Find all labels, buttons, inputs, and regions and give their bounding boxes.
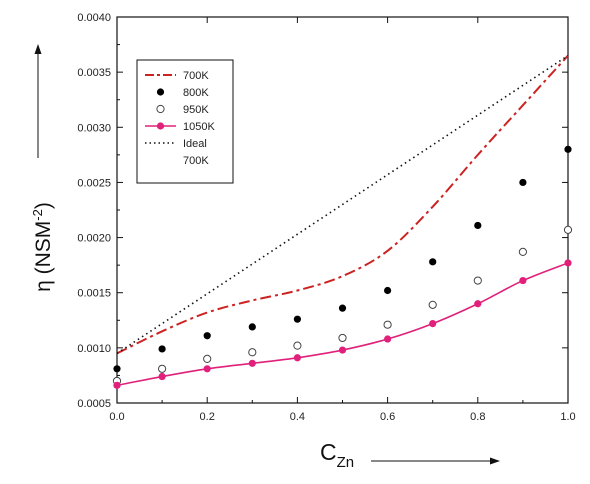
y-tick-label: 0.0030 (77, 122, 111, 134)
plot-group: 0.0 0.2 0.4 0.6 0.8 1.0 0.0005 0.0010 0.0015 0.00… (77, 12, 575, 423)
series-point-950k (428, 300, 437, 309)
series-point-1050k (384, 335, 392, 343)
series-point-950k (383, 320, 392, 329)
series-point-1050k (338, 346, 347, 354)
series-point-950k (338, 333, 347, 343)
x-tick-label: 0.4 (290, 411, 305, 423)
y-tick-label: 0.0040 (77, 12, 111, 24)
x-axis-title-sub: Zn (337, 454, 355, 471)
x-tick-label: 0.6 (380, 411, 395, 423)
series-point-950k (518, 247, 528, 257)
series-line-700k (116, 54, 569, 355)
y-tick-label: 0.0015 (77, 288, 111, 300)
series-point-1050k (248, 359, 256, 367)
y-tick-label: 0.0010 (77, 343, 111, 355)
series-point-1050k (203, 365, 211, 373)
series-line-1050k (116, 262, 569, 387)
series-point-800k (338, 304, 347, 312)
y-tick-label: 0.0035 (77, 67, 111, 79)
y-tick-label: 0.0005 (77, 398, 111, 410)
y-axis-title: η (NSM-2) (30, 202, 55, 292)
series-point-800k (248, 323, 256, 331)
series-line-ideal (116, 54, 569, 355)
series-point-800k (474, 221, 482, 230)
series-point-800k (564, 145, 572, 153)
legend-label-1050k: 1050K (183, 121, 215, 133)
series-point-1050k (429, 319, 437, 328)
y-axis-title-close: ) (32, 202, 55, 209)
series-point-1050k (564, 259, 572, 267)
series-point-1050k (158, 372, 166, 381)
x-tick-label: 1.0 (560, 411, 575, 423)
series-point-800k (519, 178, 527, 187)
series-point-800k (203, 332, 211, 340)
series-point-950k (473, 276, 482, 285)
series-point-800k (113, 365, 121, 373)
x-axis-title: CZn (320, 439, 354, 471)
series-point-800k (293, 315, 301, 323)
series-point-1050k (474, 300, 482, 308)
series-point-950k (563, 225, 573, 234)
legend-label-950k: 950K (183, 104, 209, 116)
legend-label-ideal: 700K (183, 155, 209, 167)
series-point-800k (158, 345, 166, 353)
series-point-950k (158, 364, 167, 373)
legend-label-700k: 700K (183, 70, 209, 82)
legend-label-800k: 800K (183, 87, 209, 99)
legend-marker-1050k (156, 122, 165, 130)
y-tick-label: 0.0025 (77, 177, 111, 189)
y-axis-arrow-head (34, 44, 42, 54)
series-point-1050k (113, 381, 121, 389)
x-tick-label: 0.8 (470, 411, 485, 423)
series-point-950k (293, 341, 302, 350)
y-tick-label: 0.0020 (77, 233, 111, 245)
y-axis-title-main: η (NSM (32, 221, 55, 292)
series-point-950k (248, 348, 257, 357)
series-point-1050k (293, 354, 301, 362)
x-axis-title-main: C (320, 439, 337, 465)
legend-label-ideal: Ideal (183, 138, 207, 150)
x-tick-label: 0.2 (200, 411, 215, 423)
y-axis-title-sup: -2 (30, 209, 45, 221)
x-tick-label: 0.0 (109, 411, 124, 423)
x-axis-arrow-head (490, 457, 500, 465)
series-point-800k (429, 258, 437, 266)
legend-marker-800k (156, 88, 165, 96)
legend-marker-950k (156, 104, 165, 114)
series-point-1050k (519, 276, 527, 285)
series-point-800k (384, 286, 392, 295)
legend-box (136, 59, 234, 184)
series-point-950k (203, 354, 212, 363)
